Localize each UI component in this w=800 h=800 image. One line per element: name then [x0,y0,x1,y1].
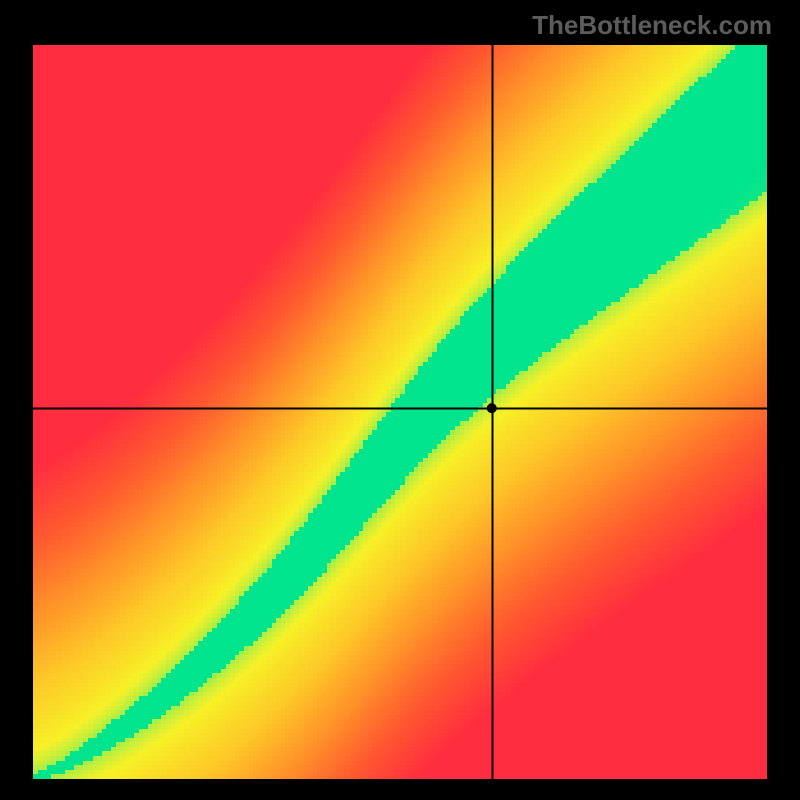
chart-container: TheBottleneck.com [0,0,800,800]
bottleneck-heatmap [33,45,767,779]
watermark-text: TheBottleneck.com [532,10,772,41]
